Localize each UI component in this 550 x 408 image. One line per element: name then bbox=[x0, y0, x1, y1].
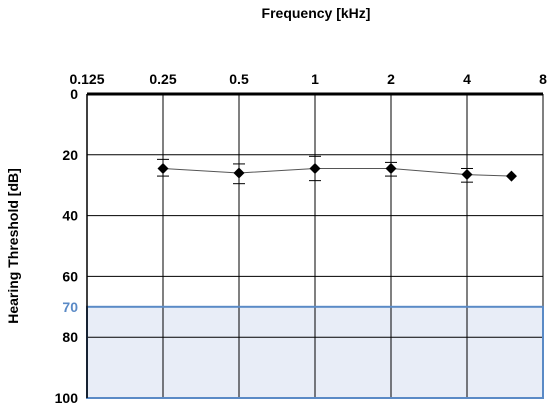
data-point bbox=[461, 169, 473, 181]
data-point bbox=[385, 162, 397, 174]
x-tick-label: 0.125 bbox=[69, 71, 104, 87]
series-line bbox=[162, 168, 512, 177]
y-axis-label: Hearing Threshold [dB] bbox=[5, 168, 21, 324]
x-tick-label: 4 bbox=[463, 71, 471, 87]
series-layer bbox=[157, 155, 517, 185]
x-tick-label: 8 bbox=[539, 71, 547, 87]
y-tick-label: 60 bbox=[62, 268, 78, 284]
x-axis-label: Frequency [kHz] bbox=[262, 5, 371, 21]
y-tick-label: 100 bbox=[55, 390, 79, 406]
data-point bbox=[233, 167, 245, 179]
x-tick-label: 0.25 bbox=[149, 71, 176, 87]
x-tick-label: 1 bbox=[311, 71, 319, 87]
data-point bbox=[309, 162, 321, 174]
grid-layer bbox=[86, 92, 544, 399]
y-tick-label: 80 bbox=[62, 329, 78, 345]
y-tick-label: 20 bbox=[62, 147, 78, 163]
x-tick-label: 0.5 bbox=[229, 71, 249, 87]
y-tick-label: 0 bbox=[70, 86, 78, 102]
data-point bbox=[157, 162, 169, 174]
region-label: 70 bbox=[62, 299, 78, 315]
data-point bbox=[505, 170, 517, 182]
x-tick-label: 2 bbox=[387, 71, 395, 87]
y-tick-label: 40 bbox=[62, 208, 78, 224]
